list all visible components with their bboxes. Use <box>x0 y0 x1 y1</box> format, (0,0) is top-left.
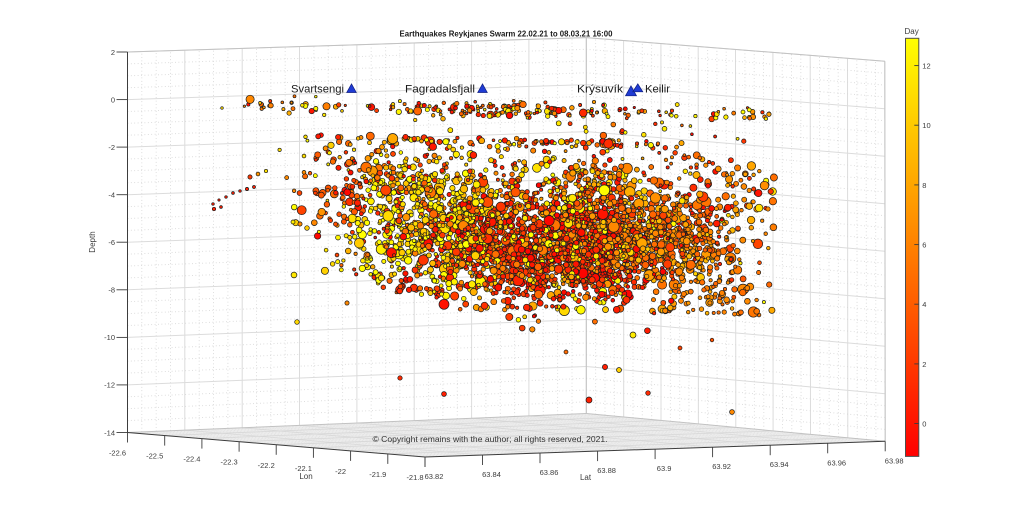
svg-text:-10: -10 <box>104 333 115 342</box>
svg-text:12: 12 <box>922 62 930 71</box>
svg-text:10: 10 <box>922 121 930 130</box>
svg-text:8: 8 <box>922 181 926 190</box>
svg-text:2: 2 <box>111 48 115 57</box>
svg-text:-4: -4 <box>108 191 115 200</box>
svg-text:-21.9: -21.9 <box>369 470 386 479</box>
svg-text:Depth: Depth <box>88 231 97 252</box>
svg-text:0: 0 <box>922 420 926 429</box>
svg-text:6: 6 <box>922 241 926 250</box>
svg-text:63.98: 63.98 <box>885 456 904 465</box>
svg-text:-6: -6 <box>108 238 115 247</box>
svg-text:© Copyright remains with the a: © Copyright remains with the author; all… <box>373 434 608 444</box>
svg-text:-14: -14 <box>104 428 115 437</box>
svg-text:0: 0 <box>111 95 115 104</box>
svg-text:Lat: Lat <box>580 473 592 482</box>
svg-text:Earthquakes Reykjanes Swarm 22: Earthquakes Reykjanes Swarm 22.02.21 to … <box>400 29 613 39</box>
svg-text:Krýsuvík: Krýsuvík <box>577 84 624 96</box>
svg-text:63.86: 63.86 <box>540 468 559 477</box>
svg-text:63.96: 63.96 <box>827 458 846 467</box>
svg-text:63.84: 63.84 <box>482 470 501 479</box>
svg-text:63.92: 63.92 <box>712 462 731 471</box>
svg-text:Keilir: Keilir <box>645 84 670 96</box>
svg-text:-22.5: -22.5 <box>146 452 163 461</box>
svg-text:4: 4 <box>922 300 926 309</box>
svg-text:-21.8: -21.8 <box>406 473 423 482</box>
svg-text:-22: -22 <box>335 467 346 476</box>
svg-text:Svartsengi: Svartsengi <box>291 84 344 96</box>
svg-text:63.9: 63.9 <box>657 464 672 473</box>
svg-text:-2: -2 <box>108 143 115 152</box>
svg-text:-12: -12 <box>104 381 115 390</box>
svg-text:-22.3: -22.3 <box>221 458 238 467</box>
svg-text:63.94: 63.94 <box>770 460 789 469</box>
svg-text:2: 2 <box>922 360 926 369</box>
svg-text:63.82: 63.82 <box>425 472 444 481</box>
svg-text:Fagradalsfjall: Fagradalsfjall <box>405 84 475 96</box>
svg-text:-22.4: -22.4 <box>183 455 200 464</box>
svg-text:Day: Day <box>905 27 919 36</box>
svg-text:-22.6: -22.6 <box>109 449 126 458</box>
svg-text:-22.2: -22.2 <box>258 461 275 470</box>
svg-text:-22.1: -22.1 <box>295 464 312 473</box>
svg-text:63.88: 63.88 <box>597 466 616 475</box>
svg-text:Lon: Lon <box>299 472 312 481</box>
svg-text:-8: -8 <box>108 286 115 295</box>
